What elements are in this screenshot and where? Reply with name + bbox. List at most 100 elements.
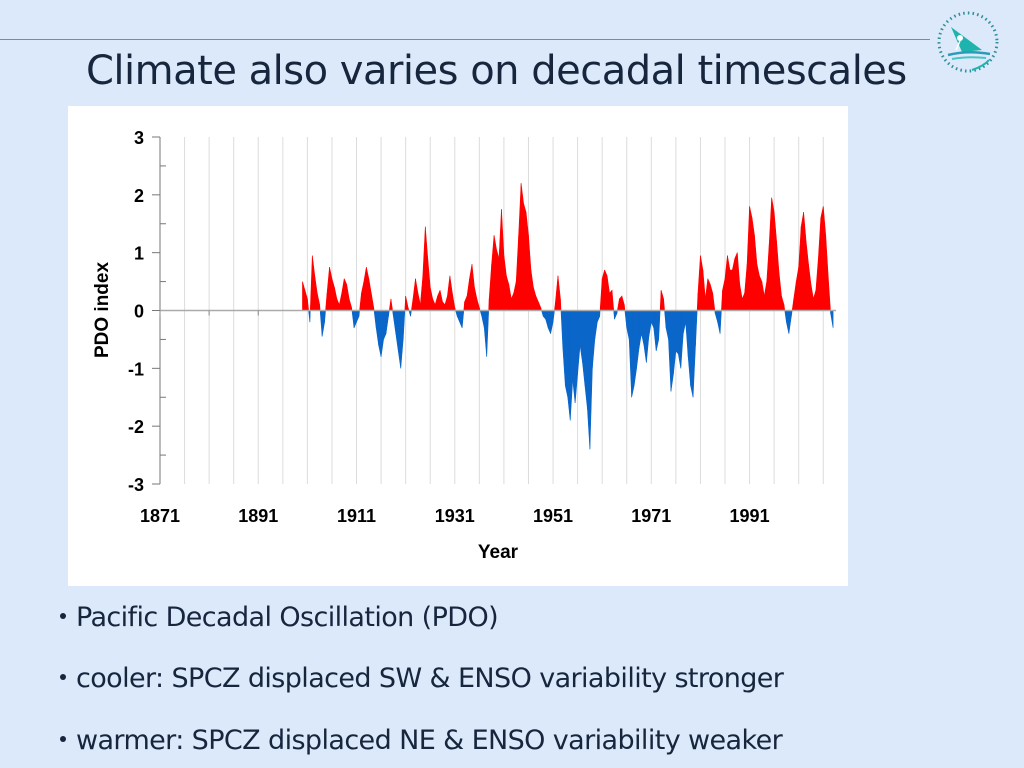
positive-area-segment: [496, 249, 500, 311]
negative-area-segment: [402, 310, 406, 340]
x-tick-label: 1871: [140, 506, 180, 526]
positive-area-segment: [663, 298, 665, 311]
negative-area-segment: [321, 310, 325, 337]
positive-area-segment: [417, 293, 421, 311]
negative-area-segment: [456, 310, 460, 323]
positive-area-segment: [466, 278, 470, 311]
negative-area-segment: [614, 310, 618, 320]
positive-area-segment: [429, 287, 433, 311]
positive-area-segment: [341, 278, 345, 311]
negative-area-segment: [628, 310, 632, 398]
positive-area-segment: [729, 269, 733, 311]
positive-area-segment: [302, 281, 306, 311]
y-tick-label: 2: [134, 186, 144, 206]
positive-area-segment: [518, 183, 522, 311]
negative-area-segment: [577, 310, 581, 375]
positive-area-segment: [606, 275, 610, 311]
bullet-dot-icon: [60, 612, 66, 619]
negative-area-segment: [584, 310, 588, 409]
negative-area-segment: [356, 310, 360, 323]
positive-area-segment: [705, 278, 709, 311]
sailboat-logo-icon: [937, 11, 999, 73]
positive-area-segment: [434, 295, 438, 311]
positive-area-segment: [503, 255, 507, 311]
positive-area-segment: [437, 290, 441, 311]
x-tick-label: 1911: [337, 506, 376, 526]
positive-area-segment: [825, 235, 829, 311]
positive-area-segment: [488, 264, 492, 311]
positive-area-segment: [316, 293, 320, 311]
negative-area-segment: [668, 310, 672, 392]
positive-area-segment: [805, 241, 809, 311]
positive-area-segment: [528, 235, 532, 311]
positive-area-segment: [604, 269, 608, 311]
pdo-chart-panel: 3 2 1 0 -1 -2 -3 1871 1891 1911 1931 1951 1971 1991 Y…: [68, 106, 848, 586]
y-tick-label: -2: [128, 417, 144, 437]
negative-area-segment: [461, 310, 465, 328]
positive-area-segment: [508, 284, 512, 311]
negative-area-segment: [646, 310, 650, 363]
negative-area-segment: [582, 310, 586, 386]
positive-area-segment: [535, 295, 539, 311]
positive-area-segment: [773, 212, 777, 311]
positive-area-segment: [464, 295, 468, 311]
positive-area-segment: [510, 293, 515, 311]
positive-area-segment: [611, 290, 615, 311]
positive-area-segment: [827, 275, 831, 311]
positive-area-segment: [727, 255, 731, 311]
x-tick-label: 1971: [631, 506, 671, 526]
positive-area-segment: [732, 258, 736, 311]
positive-area-segment: [449, 275, 453, 311]
positive-area-segment: [756, 264, 760, 311]
positive-area-segment: [741, 293, 745, 311]
negative-area-segment: [658, 310, 661, 340]
negative-area-segment: [592, 310, 596, 369]
positive-area-segment: [420, 275, 424, 311]
negative-area-segment: [687, 310, 691, 386]
negative-area-segment: [633, 310, 637, 386]
negative-area-segment: [695, 310, 698, 346]
positive-area-segment: [623, 304, 626, 311]
slide-title: Climate also varies on decadal timescale…: [86, 48, 907, 94]
positive-area-segment: [800, 212, 804, 311]
positive-area-segment: [415, 278, 419, 311]
negative-area-segment: [692, 310, 696, 398]
positive-area-segment: [520, 183, 524, 311]
positive-area-segment: [808, 264, 812, 311]
positive-area-segment: [471, 264, 475, 311]
negative-area-segment: [579, 310, 583, 363]
negative-area-segment: [641, 310, 645, 346]
bullet-text: Pacific Decadal Oscillation (PDO): [76, 602, 499, 633]
positive-area-segment: [498, 209, 502, 311]
negative-area-segment: [459, 310, 463, 328]
bullet-dot-icon: [60, 735, 66, 742]
negative-area-segment: [378, 310, 382, 357]
positive-area-segment: [818, 217, 822, 311]
positive-area-segment: [660, 290, 664, 311]
positive-area-segment: [736, 252, 741, 311]
negative-area-segment: [388, 310, 390, 317]
bullet-text: warmer: SPCZ displaced NE & ENSO variabi…: [76, 725, 783, 756]
negative-area-segment: [375, 310, 379, 346]
positive-area-segment: [768, 197, 772, 311]
positive-area-segment: [781, 295, 785, 311]
negative-area-segment: [567, 310, 571, 421]
negative-area-segment: [638, 310, 642, 349]
negative-area-segment: [643, 310, 647, 363]
positive-area-segment: [557, 275, 561, 311]
positive-area-segment: [759, 275, 763, 311]
positive-area-segment: [555, 275, 559, 311]
negative-area-segment: [397, 310, 402, 369]
positive-area-segment: [754, 235, 758, 311]
positive-area-segment: [491, 235, 495, 311]
positive-area-segment: [447, 275, 451, 311]
positive-area-segment: [405, 295, 409, 311]
positive-area-segment: [815, 258, 819, 311]
positive-area-segment: [560, 298, 562, 311]
positive-area-segment: [348, 298, 352, 311]
negative-area-segment: [562, 310, 566, 386]
y-tick-label: 3: [134, 128, 144, 148]
positive-area-segment: [538, 301, 542, 311]
negative-area-segment: [587, 310, 591, 450]
positive-area-segment: [361, 281, 365, 311]
